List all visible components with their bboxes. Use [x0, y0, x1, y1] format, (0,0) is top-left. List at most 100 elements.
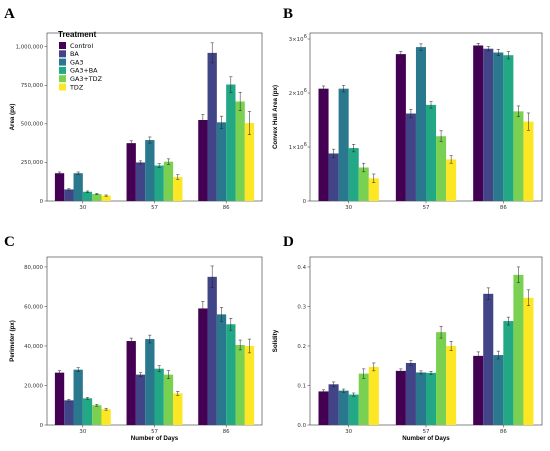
bar-ga3-tdz	[436, 136, 447, 201]
bar-tdz	[244, 345, 255, 425]
y-tick-label: 0.1	[297, 383, 306, 389]
x-axis-title: Number of Days	[131, 435, 179, 442]
bar-ga3-ba	[426, 372, 437, 425]
bar-ga3	[216, 122, 227, 201]
x-tick-label: 57	[423, 205, 430, 211]
bar-control	[198, 308, 208, 425]
bar-ba	[135, 162, 146, 201]
y-tick-label: 0	[40, 423, 44, 429]
bar-ga3-ba	[503, 321, 514, 425]
y-tick-exponent: 6	[304, 88, 307, 94]
bar-ga3-tdz	[163, 374, 174, 425]
bar-ga3	[493, 52, 504, 201]
panel-letter: D	[283, 234, 294, 250]
bar-tdz	[368, 178, 379, 201]
bar-ga3-tdz	[235, 101, 245, 201]
y-tick-label: 1,000,000	[16, 45, 44, 51]
bar-ga3-ba	[348, 394, 359, 425]
y-tick-label: 0.3	[297, 304, 306, 310]
x-tick-label: 57	[151, 205, 158, 211]
y-tick-label: 0.4	[297, 265, 306, 271]
y-tick-label: 3×10	[289, 37, 304, 43]
x-tick-label: 30	[345, 429, 352, 435]
bar-ga3	[73, 173, 83, 201]
bar-control	[126, 341, 136, 425]
bar-control	[54, 372, 65, 425]
panel-D: D 0.0 0.1 0.2 0.3 0.4 Solidity Number of Days 30…	[272, 234, 543, 442]
y-tick-label: 2×10	[289, 91, 304, 97]
legend-swatch	[59, 83, 66, 91]
y-tick-label: 40,000	[24, 344, 43, 350]
bar-tdz	[173, 177, 183, 201]
legend-entry: GA3	[70, 58, 83, 66]
x-tick-label: 30	[79, 429, 86, 435]
panel-letter: A	[4, 6, 15, 22]
bar-ga3	[216, 314, 227, 425]
bar-tdz	[523, 121, 534, 201]
bar-ga3-ba	[348, 148, 359, 201]
bar-ba	[207, 276, 217, 425]
bar-ga3-ba	[226, 324, 236, 425]
bar-ba	[405, 362, 416, 425]
y-tick-label: 0.2	[297, 344, 306, 350]
bar-ba	[135, 374, 146, 425]
bar-ga3-ba	[426, 104, 437, 201]
panel-A: A 0 250,000 500,000 750,000 1,000,000 Area (px…	[4, 6, 263, 211]
legend-entry: TDZ	[69, 83, 84, 91]
bar-ga3-tdz	[92, 194, 102, 201]
x-tick-label: 86	[223, 429, 230, 435]
legend-entry: BA	[70, 50, 79, 58]
x-tick-label: 86	[500, 205, 507, 211]
x-tick-label: 86	[500, 429, 507, 435]
legend-entry: Control	[70, 42, 93, 50]
bar-ga3	[73, 369, 83, 425]
bar-control	[473, 45, 484, 202]
bar-ga3-ba	[82, 191, 93, 201]
y-tick-label: 500,000	[21, 122, 44, 128]
bar-control	[126, 143, 136, 201]
legend-swatch	[59, 42, 66, 49]
bar-tdz	[173, 393, 183, 425]
bar-control	[318, 391, 329, 425]
bar-ga3-tdz	[513, 111, 524, 201]
legend-entry: GA3+TDZ	[70, 75, 103, 83]
bar-control	[318, 88, 329, 201]
x-tick-label: 57	[151, 429, 158, 435]
bar-ga3-ba	[503, 55, 514, 202]
y-tick-label: 20,000	[24, 383, 43, 389]
legend-swatch	[59, 75, 66, 83]
panel-C: C 0 20,000 40,000 60,000 80,000 Perimeter (px)…	[4, 234, 263, 442]
y-tick-exponent: 6	[304, 142, 307, 148]
y-tick-label: 1×10	[289, 145, 304, 151]
bar-tdz	[244, 123, 255, 201]
x-tick-label: 57	[423, 429, 430, 435]
legend-entry: GA3+BA	[70, 67, 98, 75]
bar-ba	[483, 293, 494, 425]
bar-ga3	[493, 355, 504, 425]
legend-swatch	[59, 50, 66, 58]
bar-tdz	[101, 409, 111, 425]
y-tick-label: 0.0	[297, 423, 306, 429]
x-axis-title: Number of Days	[402, 435, 450, 442]
y-tick-exponent: 6	[304, 34, 307, 40]
bar-ga3	[145, 339, 155, 425]
y-tick-label: 750,000	[21, 83, 44, 89]
legend-swatch	[59, 58, 66, 66]
legend-title: Treatment	[58, 30, 97, 39]
bar-control	[54, 173, 65, 201]
y-axis-title: Area (px)	[9, 104, 16, 131]
bar-ba	[328, 153, 339, 201]
x-tick-label: 86	[223, 205, 230, 211]
bar-ga3-ba	[82, 398, 93, 425]
y-tick-label: 0	[40, 199, 44, 205]
y-tick-label: 80,000	[24, 265, 43, 271]
bar-tdz	[446, 159, 457, 201]
bar-control	[395, 370, 406, 425]
bar-ga3-tdz	[358, 373, 369, 425]
bar-ga3	[338, 390, 349, 425]
x-tick-label: 30	[345, 205, 352, 211]
y-axis-title: Perimeter (px)	[9, 320, 16, 362]
